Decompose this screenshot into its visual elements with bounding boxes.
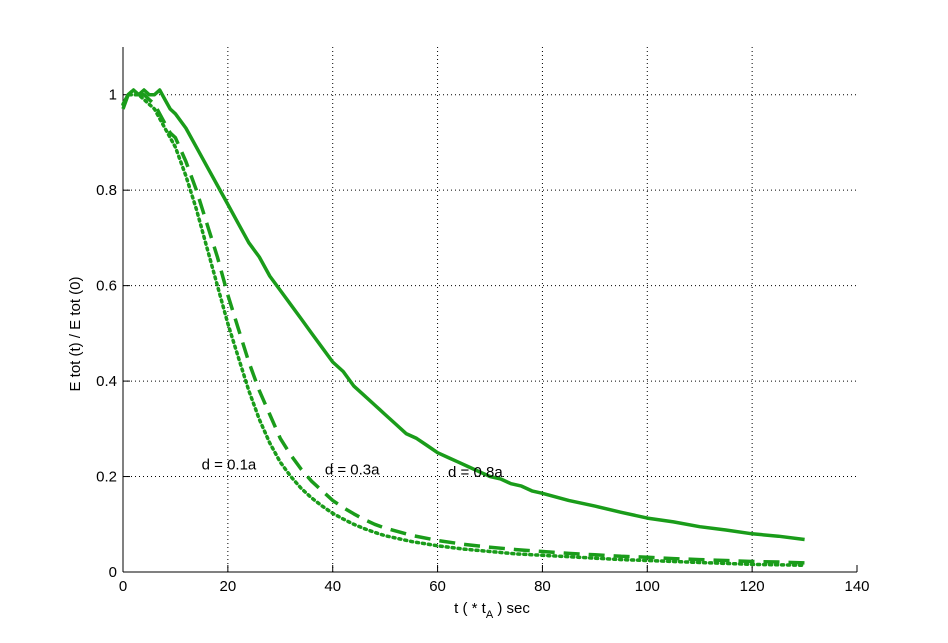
x-tick-label: 140 [844, 578, 869, 595]
series-line-dashed [121, 88, 805, 565]
x-tick-label: 80 [534, 578, 551, 595]
annotation-label: d = 0.1a [202, 457, 257, 474]
y-axis-label: E tot (t) / E tot (0) [67, 276, 84, 391]
y-tick-label: 0.4 [96, 373, 117, 390]
annotation-label: d = 0.3a [325, 461, 380, 478]
y-tick-label: 1 [109, 87, 117, 104]
axes [122, 47, 857, 573]
series-line-solid [121, 88, 805, 542]
y-tick-label: 0 [109, 564, 117, 581]
x-axis-label-subscript: A [486, 609, 494, 621]
x-tick-label: 0 [119, 578, 127, 595]
annotations: d = 0.1a d = 0.3a d = 0.8a [202, 457, 504, 481]
x-axis-label-suffix: ) sec [493, 600, 530, 617]
x-tick-label: 120 [740, 578, 765, 595]
x-tick-label: 60 [429, 578, 446, 595]
annotation-label: d = 0.8a [448, 464, 503, 481]
ticks: 0 20 40 60 80 100 120 140 0 0.2 0.4 0.6 0.8 1 [96, 87, 869, 595]
x-tick-label: 20 [220, 578, 237, 595]
x-tick-label: 40 [324, 578, 341, 595]
x-axis-label-main: t ( * t [454, 600, 487, 617]
series-lines [121, 88, 807, 568]
y-tick-label: 0.6 [96, 278, 117, 295]
x-tick-label: 100 [635, 578, 660, 595]
y-tick-label: 0.8 [96, 182, 117, 199]
y-tick-label: 0.2 [96, 469, 117, 486]
x-axis-label: t ( * tA ) sec [454, 600, 530, 621]
series-line-dotted [121, 92, 807, 568]
